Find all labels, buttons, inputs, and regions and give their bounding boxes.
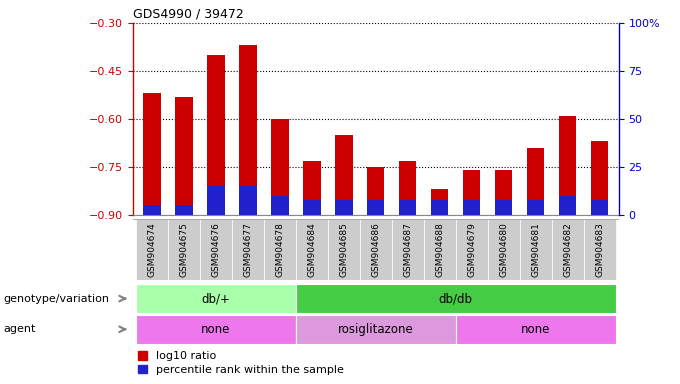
Bar	[360, 219, 392, 280]
Bar	[239, 45, 256, 215]
Text: genotype/variation: genotype/variation	[3, 293, 109, 304]
Bar	[463, 200, 481, 215]
Text: GSM904681: GSM904681	[531, 222, 540, 277]
Bar	[367, 167, 384, 215]
Bar	[136, 219, 168, 280]
Text: agent: agent	[3, 324, 36, 334]
Bar	[175, 205, 192, 215]
Bar	[495, 200, 513, 215]
Bar	[431, 200, 449, 215]
Bar	[527, 148, 545, 215]
Bar	[175, 97, 192, 215]
Text: GSM904674: GSM904674	[148, 222, 156, 277]
Bar	[271, 119, 288, 215]
Text: GSM904680: GSM904680	[499, 222, 508, 277]
Bar	[271, 196, 288, 215]
Text: GSM904676: GSM904676	[211, 222, 220, 277]
Bar	[520, 219, 551, 280]
Text: db/+: db/+	[201, 292, 231, 305]
Bar	[136, 315, 296, 344]
Text: GSM904682: GSM904682	[563, 222, 572, 277]
Bar	[424, 219, 456, 280]
Text: GDS4990 / 39472: GDS4990 / 39472	[133, 7, 243, 20]
Bar	[399, 200, 416, 215]
Bar	[143, 93, 160, 215]
Bar	[488, 219, 520, 280]
Bar	[335, 200, 352, 215]
Text: GSM904684: GSM904684	[307, 222, 316, 277]
Bar	[495, 170, 513, 215]
Text: GSM904687: GSM904687	[403, 222, 412, 277]
Text: GSM904683: GSM904683	[595, 222, 604, 277]
Bar	[456, 315, 615, 344]
Bar	[559, 196, 577, 215]
Bar	[328, 219, 360, 280]
Bar	[296, 315, 456, 344]
Bar	[239, 186, 256, 215]
Bar	[392, 219, 424, 280]
Bar	[551, 219, 583, 280]
Bar	[335, 135, 352, 215]
Text: GSM904679: GSM904679	[467, 222, 476, 277]
Bar	[303, 200, 320, 215]
Bar	[463, 170, 481, 215]
Bar	[296, 219, 328, 280]
Text: GSM904677: GSM904677	[243, 222, 252, 277]
Bar	[583, 219, 615, 280]
Text: GSM904675: GSM904675	[180, 222, 188, 277]
Legend: log10 ratio, percentile rank within the sample: log10 ratio, percentile rank within the …	[138, 351, 344, 375]
Bar	[207, 186, 224, 215]
Bar	[591, 141, 609, 215]
Bar	[559, 116, 577, 215]
Text: db/db: db/db	[439, 292, 473, 305]
Bar	[303, 161, 320, 215]
Bar	[143, 205, 160, 215]
Bar	[367, 200, 384, 215]
Bar	[232, 219, 264, 280]
Bar	[207, 55, 224, 215]
Text: none: none	[521, 323, 550, 336]
Bar	[168, 219, 200, 280]
Text: GSM904686: GSM904686	[371, 222, 380, 277]
Bar	[200, 219, 232, 280]
Bar	[527, 200, 545, 215]
Text: rosiglitazone: rosiglitazone	[338, 323, 413, 336]
Text: GSM904688: GSM904688	[435, 222, 444, 277]
Text: GSM904685: GSM904685	[339, 222, 348, 277]
Text: GSM904678: GSM904678	[275, 222, 284, 277]
Bar	[431, 189, 449, 215]
Bar	[296, 284, 615, 313]
Bar	[591, 200, 609, 215]
Bar	[264, 219, 296, 280]
Bar	[456, 219, 488, 280]
Bar	[136, 284, 296, 313]
Bar	[399, 161, 416, 215]
Text: none: none	[201, 323, 231, 336]
